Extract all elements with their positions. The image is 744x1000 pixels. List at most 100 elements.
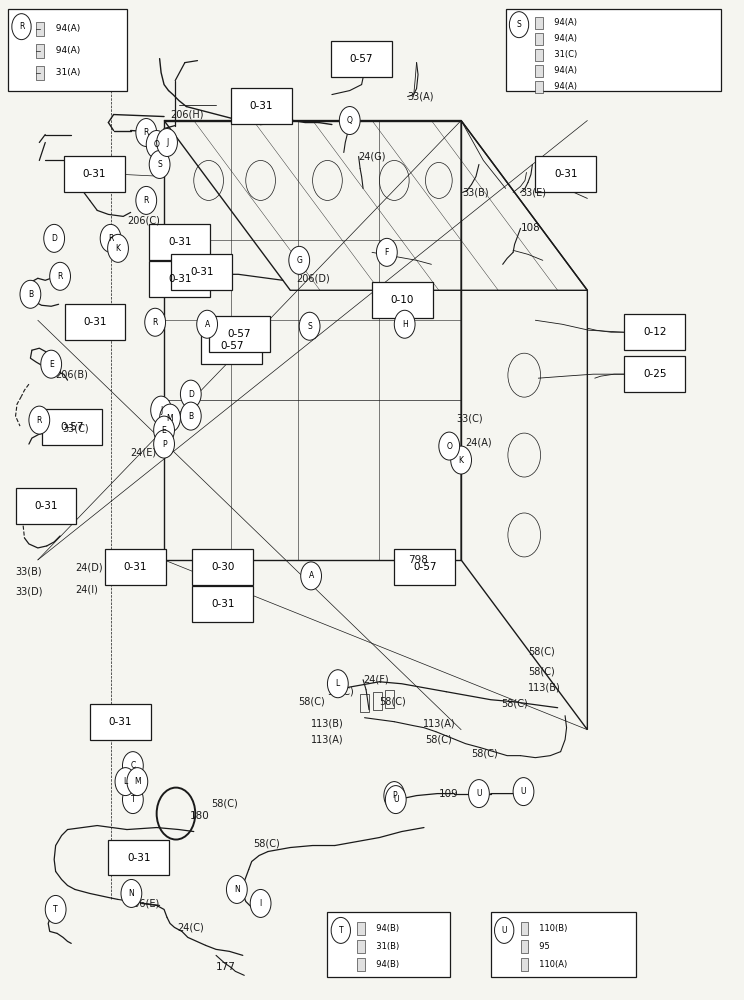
Bar	[536, 65, 543, 77]
Circle shape	[29, 406, 50, 434]
Text: 0-31: 0-31	[168, 237, 191, 247]
Text: U: U	[476, 789, 481, 798]
Text: U: U	[521, 787, 526, 796]
Text: 33(C): 33(C)	[457, 413, 484, 423]
Circle shape	[510, 12, 529, 38]
Text: P: P	[161, 440, 167, 449]
Text: 0-31: 0-31	[83, 317, 106, 327]
Text: U: U	[393, 795, 399, 804]
Text: 94(B): 94(B)	[371, 960, 399, 969]
FancyBboxPatch shape	[42, 409, 103, 445]
Bar	[357, 958, 365, 971]
Circle shape	[121, 879, 142, 907]
Text: 0-31: 0-31	[211, 599, 234, 609]
Text: R: R	[108, 234, 113, 243]
Text: D: D	[51, 234, 57, 243]
FancyBboxPatch shape	[624, 356, 685, 392]
Bar	[521, 940, 528, 953]
Circle shape	[136, 119, 157, 146]
Text: 113(A): 113(A)	[423, 719, 455, 729]
Circle shape	[123, 752, 144, 780]
Text: 24(C): 24(C)	[177, 922, 204, 932]
Text: 180: 180	[190, 811, 210, 821]
Text: K: K	[115, 244, 121, 253]
Text: 33(C): 33(C)	[62, 423, 89, 433]
FancyBboxPatch shape	[208, 316, 269, 352]
Text: 177: 177	[216, 962, 236, 972]
FancyBboxPatch shape	[16, 488, 77, 524]
Text: 33(E): 33(E)	[521, 187, 547, 197]
Text: 0-31: 0-31	[124, 562, 147, 572]
Circle shape	[108, 234, 129, 262]
Text: T: T	[54, 905, 58, 914]
Text: 206(H): 206(H)	[170, 110, 204, 120]
Text: 113(B): 113(B)	[311, 719, 344, 729]
Text: S: S	[307, 322, 312, 331]
Bar	[36, 44, 44, 58]
Circle shape	[145, 308, 166, 336]
Circle shape	[196, 310, 217, 338]
Circle shape	[12, 14, 31, 40]
Text: 31(B): 31(B)	[371, 942, 399, 951]
Text: L: L	[124, 777, 127, 786]
Circle shape	[439, 432, 460, 460]
Text: 94(A): 94(A)	[50, 24, 80, 33]
Bar	[357, 922, 365, 935]
Circle shape	[123, 786, 144, 814]
Text: L: L	[336, 679, 340, 688]
Text: T: T	[339, 926, 343, 935]
Text: 109: 109	[439, 789, 458, 799]
Text: 33(D): 33(D)	[16, 587, 43, 597]
Text: 113(A): 113(A)	[311, 735, 344, 745]
Circle shape	[41, 350, 62, 378]
Text: 58(C): 58(C)	[472, 749, 498, 759]
Text: J: J	[160, 406, 162, 415]
Circle shape	[147, 131, 167, 158]
FancyBboxPatch shape	[394, 549, 455, 585]
Text: 0-31: 0-31	[109, 717, 132, 727]
Text: R: R	[153, 318, 158, 327]
Circle shape	[20, 280, 41, 308]
Text: 0-10: 0-10	[391, 295, 414, 305]
Text: N: N	[129, 889, 134, 898]
Circle shape	[301, 562, 321, 590]
Text: G: G	[296, 256, 302, 265]
Text: J: J	[166, 138, 168, 147]
Bar	[385, 690, 394, 708]
Text: O: O	[154, 140, 159, 149]
Text: 206(B): 206(B)	[55, 369, 88, 379]
FancyBboxPatch shape	[172, 254, 232, 290]
Bar	[536, 49, 543, 61]
Bar	[36, 22, 44, 36]
Text: 24(E): 24(E)	[131, 447, 157, 457]
Circle shape	[469, 780, 490, 808]
Text: 0-57: 0-57	[220, 341, 243, 351]
Text: 33(A): 33(A)	[408, 92, 434, 102]
Text: 31(C): 31(C)	[549, 50, 577, 59]
Text: 0-31: 0-31	[127, 853, 150, 863]
Text: E: E	[161, 426, 167, 435]
Text: 0-12: 0-12	[643, 327, 667, 337]
Text: M: M	[134, 777, 141, 786]
Text: E: E	[49, 360, 54, 369]
FancyBboxPatch shape	[150, 261, 210, 297]
Circle shape	[150, 150, 170, 178]
Circle shape	[226, 875, 247, 903]
Text: 94(A): 94(A)	[549, 34, 577, 43]
Text: R: R	[144, 128, 149, 137]
Circle shape	[299, 312, 320, 340]
Text: 108: 108	[521, 223, 540, 233]
Text: 58(C): 58(C)	[528, 647, 555, 657]
Text: 24(I): 24(I)	[75, 585, 97, 595]
Bar	[536, 81, 543, 93]
Text: B: B	[188, 412, 193, 421]
FancyBboxPatch shape	[372, 282, 433, 318]
Bar	[536, 33, 543, 45]
Bar	[360, 694, 369, 712]
FancyBboxPatch shape	[90, 704, 151, 740]
Circle shape	[154, 430, 174, 458]
Circle shape	[451, 446, 472, 474]
Bar	[536, 17, 543, 29]
Text: 95: 95	[534, 942, 550, 951]
Text: 58(C): 58(C)	[426, 735, 452, 745]
